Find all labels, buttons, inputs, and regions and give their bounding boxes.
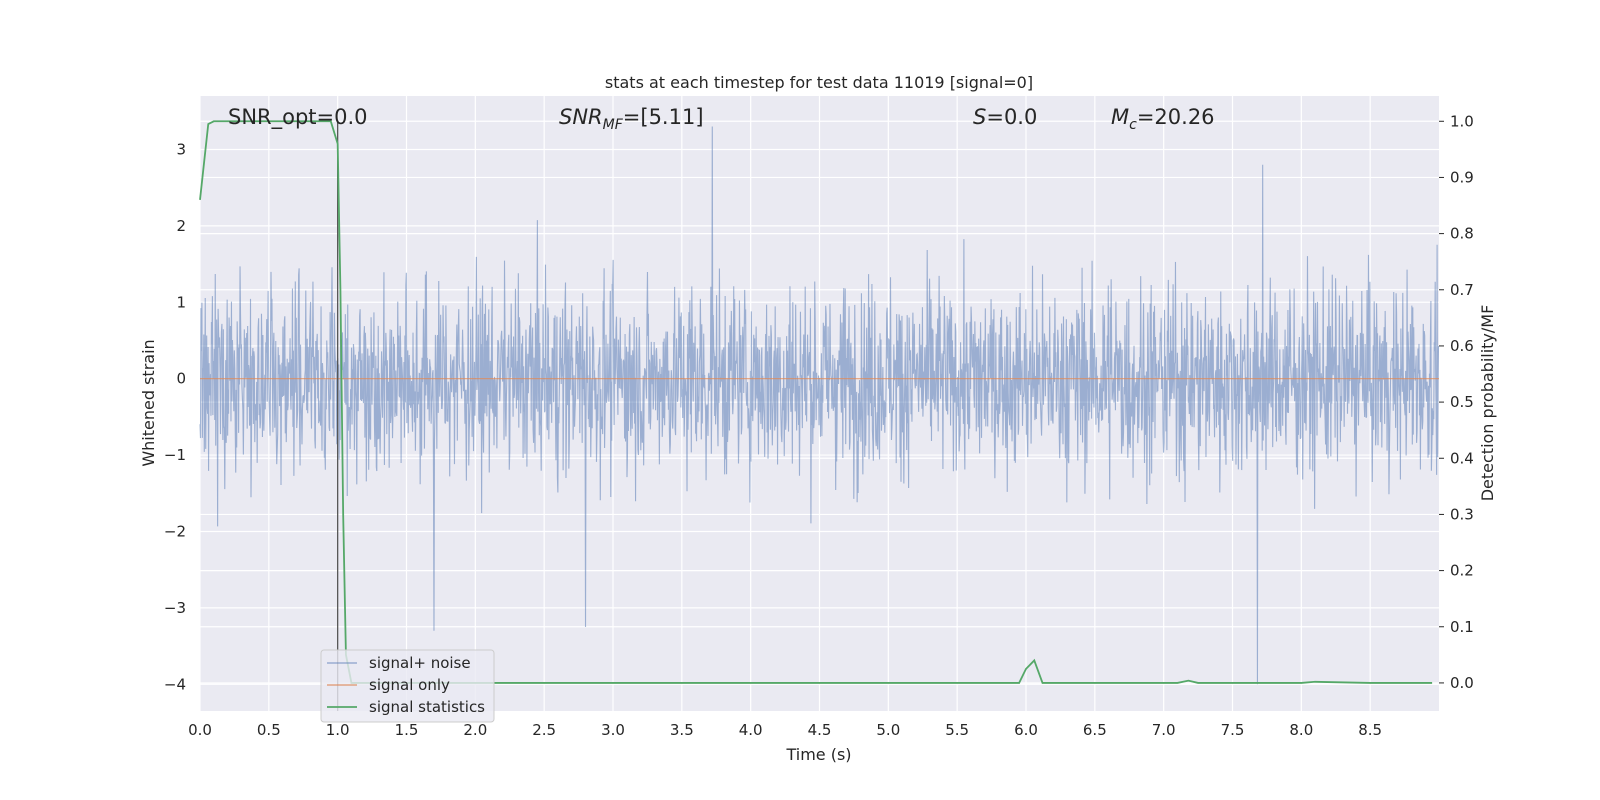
x-tick-label: 1.5 bbox=[395, 721, 419, 739]
y-left-tick-label: 3 bbox=[176, 140, 186, 158]
signal-statistics-line bbox=[199, 120, 1433, 684]
annotation-mc: Mc=20.26 bbox=[1111, 105, 1215, 133]
annotation-snr-mf: SNRMF=[5.11] bbox=[559, 105, 704, 133]
y-right-tick-label: 0.8 bbox=[1450, 225, 1474, 243]
legend-label-signal-only: signal only bbox=[369, 676, 450, 694]
y-right-tick-label: 0.9 bbox=[1450, 168, 1474, 186]
x-tick-label: 3.0 bbox=[601, 721, 625, 739]
y-right-tick-label: 0.2 bbox=[1450, 562, 1474, 580]
x-tick-label: 8.0 bbox=[1289, 721, 1313, 739]
y-left-tick-label: −3 bbox=[164, 599, 186, 617]
y-left-tick-label: −2 bbox=[164, 522, 186, 540]
annotation-snr-opt: SNR_opt=0.0 bbox=[228, 105, 368, 130]
y-right-tick-label: 0.3 bbox=[1450, 505, 1474, 523]
x-tick-label: 6.0 bbox=[1014, 721, 1038, 739]
annotation-mc-value: =20.26 bbox=[1137, 105, 1215, 129]
x-tick-label: 2.0 bbox=[463, 721, 487, 739]
y-left-tick-label: 1 bbox=[176, 293, 186, 311]
x-tick-label: 0.5 bbox=[257, 721, 281, 739]
y-axis-label-right: Detection probability/MF bbox=[1478, 305, 1497, 502]
y-right-tick-label: 0.4 bbox=[1450, 449, 1474, 467]
y-left-tick-label: −1 bbox=[164, 446, 186, 464]
y-right-tick-labels: 1.0 0.9 0.8 0.7 0.6 0.5 0.4 0.3 0.2 0.1 0.0 bbox=[1439, 112, 1474, 692]
y-left-tick-label: 2 bbox=[176, 217, 186, 235]
x-tick-labels: 0.0 0.5 1.0 1.5 2.0 2.5 3.0 3.5 4.0 4.5 5.0 5.5 6.0 6… bbox=[188, 721, 1382, 739]
y-right-tick-label: 0.5 bbox=[1450, 393, 1474, 411]
signal-plus-noise-series bbox=[199, 126, 1440, 685]
legend: signal+ noise signal only signal statist… bbox=[320, 649, 495, 723]
y-axis-label-left: Whitened strain bbox=[139, 339, 158, 466]
x-axis-label: Time (s) bbox=[785, 745, 851, 764]
y-right-tick-label: 1.0 bbox=[1450, 112, 1474, 130]
annotation-s-value: =0.0 bbox=[986, 105, 1037, 129]
x-tick-label: 4.0 bbox=[739, 721, 763, 739]
chart-title: stats at each timestep for test data 110… bbox=[605, 73, 1033, 92]
y-left-tick-labels: 3 2 1 0 −1 −2 −3 −4 bbox=[164, 140, 186, 693]
x-tick-label: 1.0 bbox=[326, 721, 350, 739]
x-tick-label: 5.5 bbox=[945, 721, 969, 739]
x-tick-label: 0.0 bbox=[188, 721, 212, 739]
x-tick-label: 7.5 bbox=[1221, 721, 1245, 739]
x-tick-label: 7.0 bbox=[1152, 721, 1176, 739]
y-right-tick-label: 0.7 bbox=[1450, 281, 1474, 299]
signal-statistics-series bbox=[199, 120, 1433, 684]
x-tick-label: 5.0 bbox=[876, 721, 900, 739]
annotation-snr-mf-value: =[5.11] bbox=[623, 105, 704, 129]
signal-plus-noise-line bbox=[199, 126, 1440, 685]
x-tick-label: 2.5 bbox=[532, 721, 556, 739]
x-tick-label: 4.5 bbox=[808, 721, 832, 739]
y-left-tick-label: 0 bbox=[176, 370, 186, 388]
annotation-s: S=0.0 bbox=[973, 105, 1037, 129]
legend-label-signal-plus-noise: signal+ noise bbox=[369, 654, 471, 672]
x-tick-label: 6.5 bbox=[1083, 721, 1107, 739]
x-tick-label: 3.5 bbox=[670, 721, 694, 739]
x-tick-label: 8.5 bbox=[1358, 721, 1382, 739]
legend-box bbox=[320, 649, 495, 723]
y-left-tick-label: −4 bbox=[164, 675, 186, 693]
y-right-tick-label: 0.6 bbox=[1450, 337, 1474, 355]
y-right-tick-label: 0.1 bbox=[1450, 618, 1474, 636]
y-right-tick-label: 0.0 bbox=[1450, 674, 1474, 692]
legend-label-signal-statistics: signal statistics bbox=[369, 698, 485, 716]
